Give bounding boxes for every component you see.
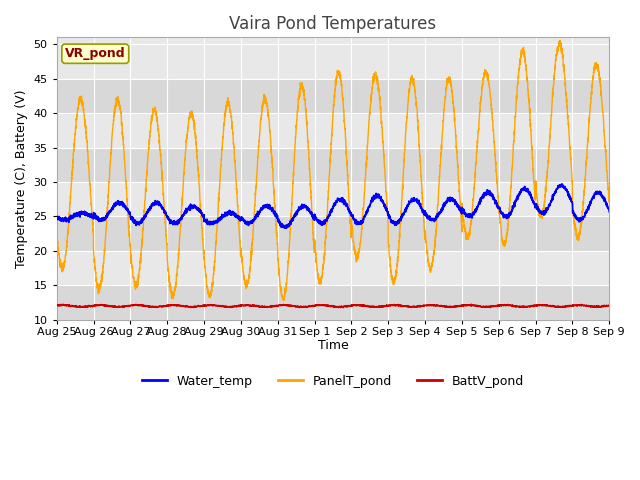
Text: VR_pond: VR_pond bbox=[65, 47, 125, 60]
BattV_pond bbox=[605, 303, 613, 309]
Water_temp bbox=[53, 214, 61, 220]
BattV_pond bbox=[387, 303, 395, 309]
BattV_pond bbox=[207, 302, 215, 308]
BattV_pond bbox=[172, 302, 179, 308]
X-axis label: Time: Time bbox=[317, 339, 348, 352]
Water_temp bbox=[605, 207, 613, 213]
Legend: Water_temp, PanelT_pond, BattV_pond: Water_temp, PanelT_pond, BattV_pond bbox=[137, 370, 529, 393]
Line: BattV_pond: BattV_pond bbox=[57, 304, 609, 308]
Water_temp bbox=[397, 217, 404, 223]
Water_temp bbox=[605, 209, 613, 215]
Water_temp bbox=[207, 222, 215, 228]
Bar bbox=[57, 113, 609, 147]
Water_temp bbox=[282, 225, 290, 231]
BattV_pond bbox=[397, 303, 404, 309]
Water_temp bbox=[557, 181, 565, 187]
BattV_pond bbox=[60, 301, 67, 307]
Water_temp bbox=[172, 220, 179, 226]
BattV_pond bbox=[53, 303, 61, 309]
PanelT_pond bbox=[605, 196, 613, 202]
PanelT_pond bbox=[553, 48, 561, 53]
BattV_pond bbox=[296, 305, 303, 311]
Line: Water_temp: Water_temp bbox=[57, 184, 609, 228]
PanelT_pond bbox=[605, 196, 613, 202]
PanelT_pond bbox=[397, 221, 404, 227]
PanelT_pond bbox=[280, 297, 287, 303]
Title: Vaira Pond Temperatures: Vaira Pond Temperatures bbox=[229, 15, 436, 33]
Bar bbox=[57, 147, 609, 182]
Bar bbox=[57, 44, 609, 79]
Bar bbox=[57, 216, 609, 251]
PanelT_pond bbox=[556, 37, 564, 43]
PanelT_pond bbox=[387, 270, 395, 276]
Bar bbox=[57, 79, 609, 113]
Bar bbox=[57, 285, 609, 320]
Water_temp bbox=[387, 218, 395, 224]
Bar bbox=[57, 251, 609, 285]
BattV_pond bbox=[605, 303, 613, 309]
PanelT_pond bbox=[53, 227, 61, 232]
Water_temp bbox=[553, 187, 561, 192]
Line: PanelT_pond: PanelT_pond bbox=[57, 40, 609, 300]
PanelT_pond bbox=[207, 289, 215, 295]
PanelT_pond bbox=[172, 286, 179, 291]
Y-axis label: Temperature (C), Battery (V): Temperature (C), Battery (V) bbox=[15, 89, 28, 268]
Bar bbox=[57, 182, 609, 216]
BattV_pond bbox=[553, 303, 561, 309]
